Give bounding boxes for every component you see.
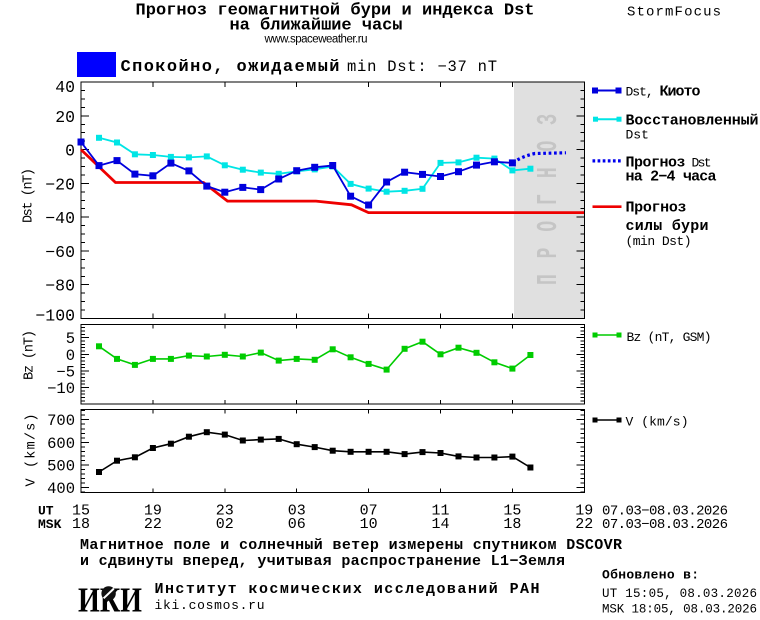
svg-text:11: 11 bbox=[431, 503, 449, 520]
svg-text:−20: −20 bbox=[45, 175, 75, 194]
svg-text:19: 19 bbox=[575, 503, 593, 520]
svg-text:Bz (nT, GSM): Bz (nT, GSM) bbox=[627, 330, 712, 345]
svg-text:силы бури: силы бури bbox=[626, 218, 709, 235]
svg-text:18: 18 bbox=[72, 516, 90, 533]
svg-text:ПРОГНОЗ: ПРОГНОЗ bbox=[533, 114, 565, 285]
svg-text:03: 03 bbox=[288, 503, 306, 520]
svg-text:−40: −40 bbox=[45, 209, 75, 228]
svg-text:(min Dst): (min Dst) bbox=[626, 234, 692, 249]
svg-text:Прогноз: Прогноз bbox=[626, 154, 686, 171]
svg-text:07.03−08.03.2026: 07.03−08.03.2026 bbox=[602, 504, 728, 520]
svg-text:на 2−4 часа: на 2−4 часа bbox=[626, 168, 717, 185]
svg-text:iki.cosmos.ru: iki.cosmos.ru bbox=[155, 598, 265, 613]
svg-text:StormFocus: StormFocus bbox=[627, 5, 721, 21]
svg-text:400: 400 bbox=[47, 480, 75, 498]
svg-text:www.spaceweather.ru: www.spaceweather.ru bbox=[264, 34, 368, 46]
svg-text:Прогноз геомагнитной бури и ин: Прогноз геомагнитной бури и индекса Dst bbox=[136, 2, 535, 21]
svg-text:02: 02 bbox=[216, 516, 234, 533]
svg-text:Магнитное поле и солнечный вет: Магнитное поле и солнечный ветер измерен… bbox=[80, 537, 622, 554]
svg-text:MSK 18:05, 08.03.2026: MSK 18:05, 08.03.2026 bbox=[602, 603, 757, 617]
svg-text:V (km/s): V (km/s) bbox=[25, 414, 40, 487]
svg-text:18: 18 bbox=[503, 516, 521, 533]
svg-text:−5: −5 bbox=[56, 363, 75, 381]
svg-text:UT: UT bbox=[38, 504, 54, 519]
svg-text:0: 0 bbox=[65, 142, 75, 161]
svg-text:22: 22 bbox=[144, 516, 162, 533]
svg-text:14: 14 bbox=[431, 516, 449, 533]
svg-text:22: 22 bbox=[575, 516, 593, 533]
svg-text:15: 15 bbox=[503, 503, 521, 520]
svg-text:на ближайшие часы: на ближайшие часы bbox=[230, 17, 403, 36]
svg-text:MSK: MSK bbox=[38, 517, 62, 532]
svg-text:5: 5 bbox=[66, 330, 75, 348]
svg-text:07: 07 bbox=[360, 503, 378, 520]
svg-text:500: 500 bbox=[47, 458, 75, 476]
svg-text:V (km/s): V (km/s) bbox=[626, 415, 689, 430]
svg-text:Dst, Киото: Dst, Киото bbox=[626, 84, 701, 101]
svg-text:Dst: Dst bbox=[626, 128, 649, 143]
svg-text:−100: −100 bbox=[35, 306, 75, 325]
svg-text:40: 40 bbox=[55, 78, 75, 97]
svg-text:Спокойно, ожидаемый: Спокойно, ожидаемый bbox=[121, 58, 340, 77]
svg-text:Dst: Dst bbox=[692, 155, 712, 170]
svg-text:UT 15:05, 08.03.2026: UT 15:05, 08.03.2026 bbox=[602, 587, 757, 601]
svg-text:и сдвинуты вперед, учитывая ра: и сдвинуты вперед, учитывая распростране… bbox=[80, 553, 565, 570]
svg-text:15: 15 bbox=[72, 503, 90, 520]
svg-text:Dst (nT): Dst (nT) bbox=[22, 168, 37, 223]
svg-text:06: 06 bbox=[288, 516, 306, 533]
svg-text:min Dst: −37 nT: min Dst: −37 nT bbox=[347, 58, 497, 76]
svg-text:Восстановленный: Восстановленный bbox=[626, 113, 759, 130]
svg-text:600: 600 bbox=[47, 435, 75, 453]
svg-text:19: 19 bbox=[144, 503, 162, 520]
svg-text:−10: −10 bbox=[47, 380, 75, 398]
svg-text:Институт космических исследова: Институт космических исследований РАН bbox=[155, 581, 540, 598]
svg-text:Bz (nT): Bz (nT) bbox=[23, 330, 38, 380]
svg-text:Обновлено в:: Обновлено в: bbox=[602, 568, 699, 583]
svg-text:23: 23 bbox=[216, 503, 234, 520]
svg-text:10: 10 bbox=[360, 516, 378, 533]
svg-text:700: 700 bbox=[47, 412, 75, 430]
svg-text:−60: −60 bbox=[45, 243, 75, 262]
svg-text:0: 0 bbox=[66, 347, 75, 365]
svg-text:07.03−08.03.2026: 07.03−08.03.2026 bbox=[602, 517, 728, 533]
svg-text:−80: −80 bbox=[45, 277, 75, 296]
svg-text:20: 20 bbox=[55, 108, 75, 127]
svg-text:Прогноз: Прогноз bbox=[626, 200, 687, 217]
